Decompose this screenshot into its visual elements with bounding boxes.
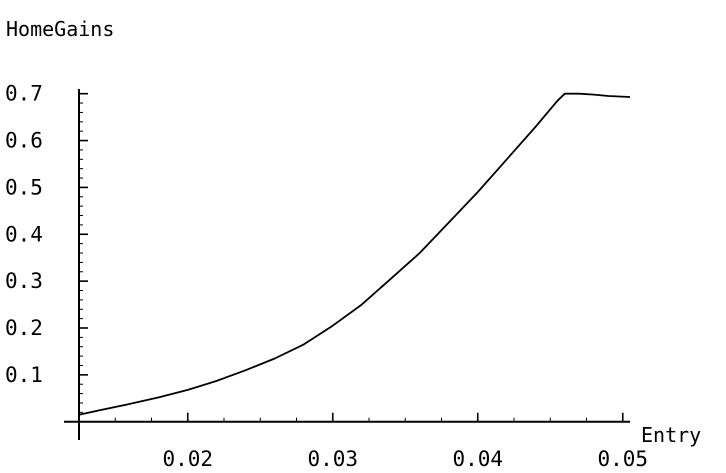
y-axis-title: HomeGains bbox=[6, 17, 114, 41]
x-axis-title: Entry bbox=[641, 423, 701, 447]
y-tick-label: 0.4 bbox=[5, 222, 43, 246]
x-tick-label: 0.05 bbox=[597, 447, 648, 471]
ticks: 0.02 0.03 0.04 0.05 0.1 0.2 0.3 0.4 0.5 0.6 0.7 bbox=[5, 82, 648, 471]
y-tick-label: 0.7 bbox=[5, 82, 43, 106]
plot-area bbox=[78, 92, 631, 416]
series-line bbox=[78, 92, 631, 416]
y-tick-label: 0.1 bbox=[5, 363, 43, 387]
y-tick-label: 0.2 bbox=[5, 316, 43, 340]
axes bbox=[64, 89, 630, 440]
y-tick-label: 0.5 bbox=[5, 175, 43, 199]
x-tick-label: 0.02 bbox=[162, 447, 213, 471]
x-tick-label: 0.04 bbox=[452, 447, 503, 471]
y-tick-label: 0.6 bbox=[5, 129, 43, 153]
x-tick-label: 0.03 bbox=[307, 447, 358, 471]
y-tick-label: 0.3 bbox=[5, 269, 43, 293]
